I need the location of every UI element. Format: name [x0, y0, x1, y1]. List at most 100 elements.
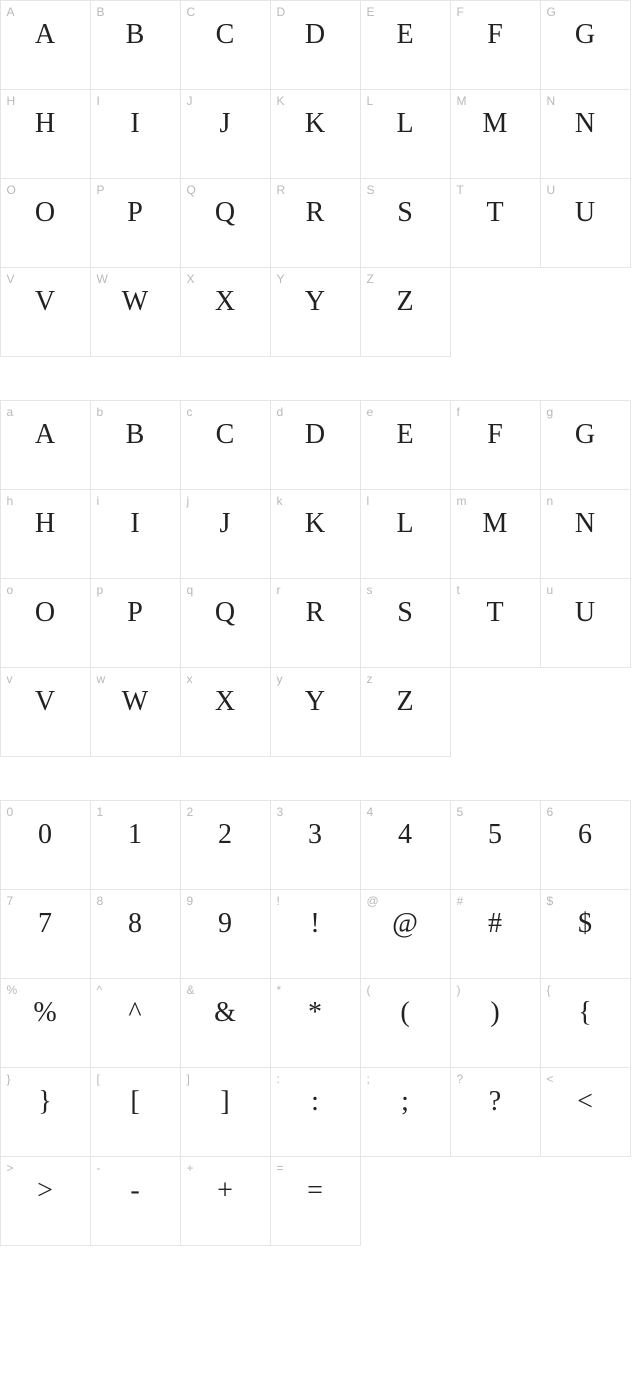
glyph-label: !	[277, 894, 280, 908]
glyph-label: +	[187, 1161, 194, 1175]
glyph-cell: qQ	[180, 578, 271, 668]
glyph-cell: 55	[450, 800, 541, 890]
glyph-cell: sS	[360, 578, 451, 668]
glyph-char: [	[91, 1086, 180, 1118]
glyph-label: u	[547, 583, 554, 597]
glyph-cell: }}	[0, 1067, 91, 1157]
glyph-cell: ++	[180, 1156, 271, 1246]
glyph-char: J	[181, 108, 270, 140]
glyph-char: %	[1, 997, 90, 1029]
glyph-cell: !!	[270, 889, 361, 979]
glyph-char: -	[91, 1175, 180, 1207]
glyph-label: g	[547, 405, 554, 419]
glyph-char: H	[1, 508, 90, 540]
glyph-char: 1	[91, 819, 180, 851]
glyph-label: i	[97, 494, 100, 508]
glyph-char: 3	[271, 819, 360, 851]
glyph-char: !	[271, 908, 360, 940]
glyph-label: 2	[187, 805, 194, 819]
glyph-label: }	[7, 1072, 11, 1086]
glyph-char: B	[91, 19, 180, 51]
glyph-cell: xX	[180, 667, 271, 757]
glyph-label: q	[187, 583, 194, 597]
glyph-cell: ==	[270, 1156, 361, 1246]
glyph-label: h	[7, 494, 14, 508]
glyph-label: >	[7, 1161, 14, 1175]
glyph-char: #	[451, 908, 540, 940]
glyph-label: B	[97, 5, 105, 19]
glyph-grid: AABBCCDDEEFFGGHHIIJJKKLLMMNNOOPPQQRRSSTT…	[0, 0, 640, 356]
glyph-cell: iI	[90, 489, 181, 579]
glyph-cell: zZ	[360, 667, 451, 757]
glyph-cell: @@	[360, 889, 451, 979]
glyph-label: j	[187, 494, 190, 508]
glyph-cell: SS	[360, 178, 451, 268]
glyph-label: @	[367, 894, 379, 908]
glyph-char: >	[1, 1175, 90, 1207]
glyph-char: 5	[451, 819, 540, 851]
glyph-char: V	[1, 686, 90, 718]
glyph-char: &	[181, 997, 270, 1029]
glyph-char: Z	[361, 286, 450, 318]
glyph-cell: dD	[270, 400, 361, 490]
glyph-char: 9	[181, 908, 270, 940]
glyph-cell: >>	[0, 1156, 91, 1246]
glyph-cell: ]]	[180, 1067, 271, 1157]
glyph-cell: aA	[0, 400, 91, 490]
glyph-cell: LL	[360, 89, 451, 179]
glyph-cell: $$	[540, 889, 631, 979]
glyph-label: T	[457, 183, 464, 197]
glyph-label: K	[277, 94, 285, 108]
glyph-cell: wW	[90, 667, 181, 757]
glyph-cell: mM	[450, 489, 541, 579]
glyph-cell: %%	[0, 978, 91, 1068]
glyph-cell: nN	[540, 489, 631, 579]
glyph-label: [	[97, 1072, 100, 1086]
glyph-cell: UU	[540, 178, 631, 268]
glyph-label: a	[7, 405, 14, 419]
character-map: AABBCCDDEEFFGGHHIIJJKKLLMMNNOOPPQQRRSSTT…	[0, 0, 640, 1245]
glyph-cell: {{	[540, 978, 631, 1068]
glyph-label: F	[457, 5, 464, 19]
glyph-char: O	[1, 197, 90, 229]
glyph-char: X	[181, 686, 270, 718]
glyph-cell: ^^	[90, 978, 181, 1068]
glyph-char: R	[271, 197, 360, 229]
glyph-char: Y	[271, 286, 360, 318]
glyph-char: <	[541, 1086, 630, 1118]
glyph-cell: JJ	[180, 89, 271, 179]
glyph-cell: &&	[180, 978, 271, 1068]
glyph-char: :	[271, 1086, 360, 1118]
glyph-label: #	[457, 894, 464, 908]
glyph-label: Y	[277, 272, 285, 286]
glyph-char: ]	[181, 1086, 270, 1118]
glyph-cell: TT	[450, 178, 541, 268]
glyph-label: w	[97, 672, 106, 686]
glyph-cell: RR	[270, 178, 361, 268]
glyph-cell: kK	[270, 489, 361, 579]
glyph-char: X	[181, 286, 270, 318]
glyph-label: G	[547, 5, 556, 19]
glyph-char: N	[541, 508, 630, 540]
glyph-label: J	[187, 94, 193, 108]
glyph-label: W	[97, 272, 108, 286]
glyph-section-lowercase: aAbBcCdDeEfFgGhHiIjJkKlLmMnNoOpPqQrRsStT…	[0, 400, 640, 756]
glyph-label: x	[187, 672, 193, 686]
glyph-cell: BB	[90, 0, 181, 90]
glyph-cell: pP	[90, 578, 181, 668]
glyph-char: V	[1, 286, 90, 318]
glyph-label: D	[277, 5, 286, 19]
glyph-cell: jJ	[180, 489, 271, 579]
glyph-cell: lL	[360, 489, 451, 579]
glyph-char: G	[541, 419, 630, 451]
glyph-label: O	[7, 183, 16, 197]
glyph-label: 1	[97, 805, 104, 819]
glyph-cell: 11	[90, 800, 181, 890]
glyph-label: 5	[457, 805, 464, 819]
glyph-label: ?	[457, 1072, 464, 1086]
glyph-label: Q	[187, 183, 196, 197]
glyph-label: S	[367, 183, 375, 197]
glyph-char: J	[181, 508, 270, 540]
glyph-cell: XX	[180, 267, 271, 357]
glyph-char: {	[541, 997, 630, 1029]
